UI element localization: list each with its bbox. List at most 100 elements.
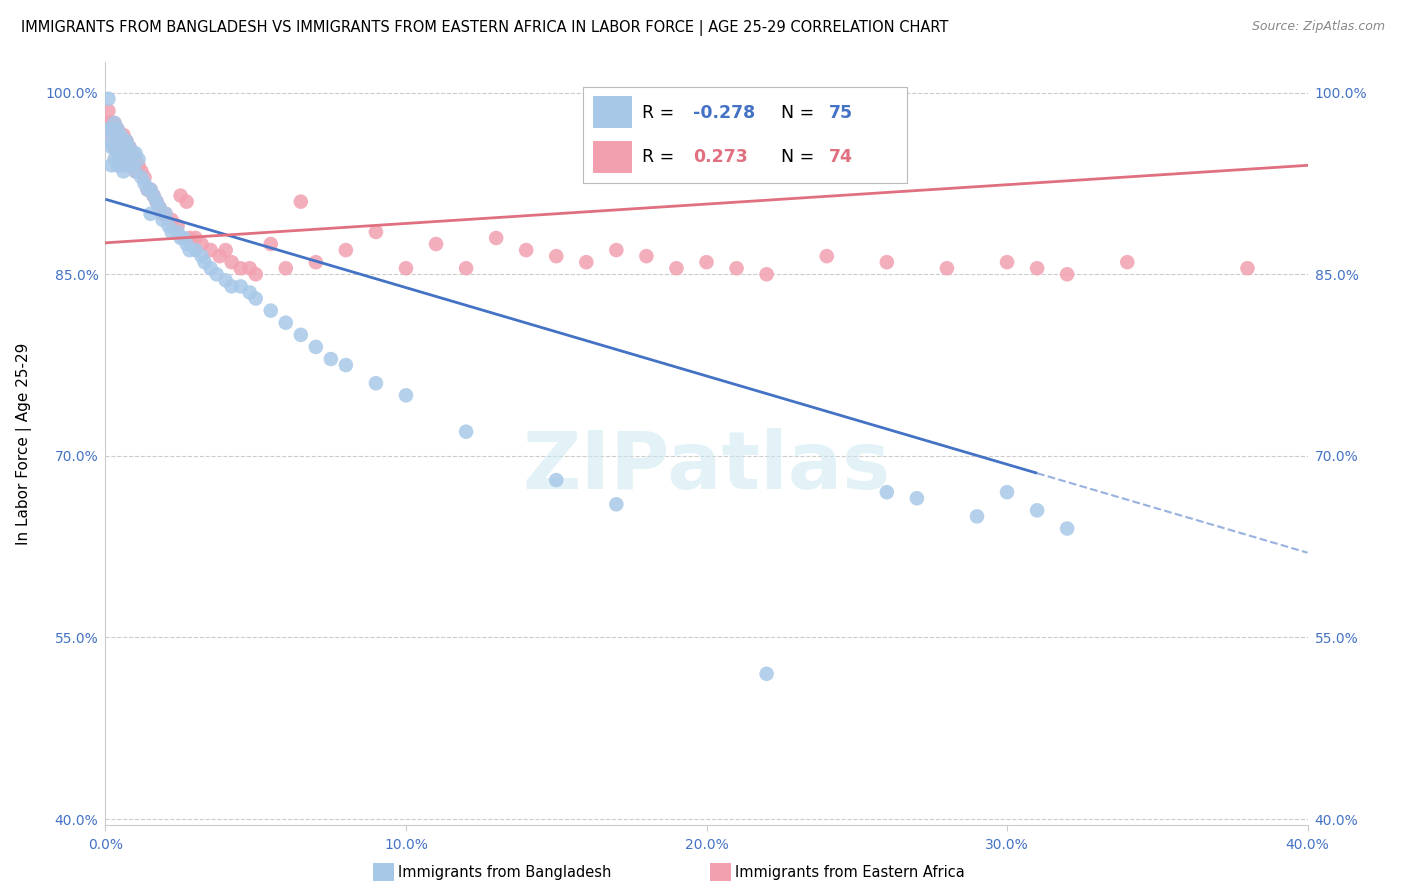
Point <box>107 122 129 136</box>
Point <box>335 358 357 372</box>
Point <box>166 225 188 239</box>
Point <box>335 243 357 257</box>
Point <box>155 207 177 221</box>
Point <box>112 164 135 178</box>
Point <box>118 140 141 154</box>
Point <box>169 188 191 202</box>
Point <box>118 140 141 154</box>
Point <box>139 207 162 221</box>
Point <box>239 285 262 300</box>
Point <box>118 158 141 172</box>
Point <box>110 153 132 167</box>
Point <box>454 425 477 439</box>
Text: Source: ZipAtlas.com: Source: ZipAtlas.com <box>1251 20 1385 33</box>
Point <box>134 177 156 191</box>
Point <box>136 182 159 196</box>
Text: Immigrants from Bangladesh: Immigrants from Bangladesh <box>398 865 612 880</box>
Point <box>112 158 135 172</box>
Point <box>134 170 156 185</box>
Bar <box>593 96 633 128</box>
Point <box>103 153 125 167</box>
Point <box>1116 255 1139 269</box>
Point <box>121 146 143 161</box>
Point <box>575 255 598 269</box>
Point <box>112 140 135 154</box>
Point <box>107 122 129 136</box>
Text: 74: 74 <box>830 148 853 166</box>
Point <box>107 158 129 172</box>
Point <box>995 485 1018 500</box>
Point <box>100 116 122 130</box>
Point <box>110 140 132 154</box>
Point <box>97 116 120 130</box>
Text: R =: R = <box>641 148 685 166</box>
Point <box>100 140 122 154</box>
Point <box>107 134 129 148</box>
Point <box>179 231 201 245</box>
Y-axis label: In Labor Force | Age 25-29: In Labor Force | Age 25-29 <box>15 343 32 545</box>
Point <box>145 194 167 209</box>
Point <box>112 128 135 142</box>
Point <box>200 261 222 276</box>
Point <box>103 116 125 130</box>
Point <box>115 134 138 148</box>
Point <box>1056 521 1078 535</box>
Text: IMMIGRANTS FROM BANGLADESH VS IMMIGRANTS FROM EASTERN AFRICA IN LABOR FORCE | AG: IMMIGRANTS FROM BANGLADESH VS IMMIGRANTS… <box>21 20 949 36</box>
Point <box>112 134 135 148</box>
Point <box>194 255 217 269</box>
Point <box>395 388 418 402</box>
Point <box>221 279 243 293</box>
Point <box>110 153 132 167</box>
Text: 0.273: 0.273 <box>693 148 748 166</box>
Point <box>755 268 778 282</box>
Point <box>128 153 150 167</box>
Point <box>142 188 165 202</box>
Point <box>103 116 125 130</box>
Point <box>995 255 1018 269</box>
Point <box>124 146 146 161</box>
Point <box>221 255 243 269</box>
Point <box>1026 503 1049 517</box>
Point <box>364 376 387 391</box>
Point <box>131 164 153 178</box>
Point <box>725 261 748 276</box>
Point <box>118 153 141 167</box>
Point <box>636 249 658 263</box>
Point <box>160 225 183 239</box>
Point <box>200 243 222 257</box>
Point <box>876 485 898 500</box>
Point <box>876 255 898 269</box>
Point <box>97 92 120 106</box>
Point <box>115 134 138 148</box>
Point <box>515 243 537 257</box>
Point <box>395 261 418 276</box>
Point <box>152 207 174 221</box>
Point <box>214 273 236 287</box>
Point <box>103 128 125 142</box>
Point <box>145 194 167 209</box>
Point <box>605 497 627 511</box>
Point <box>136 182 159 196</box>
Point <box>100 122 122 136</box>
Text: Immigrants from Eastern Africa: Immigrants from Eastern Africa <box>735 865 965 880</box>
Point <box>100 128 122 142</box>
Point <box>936 261 959 276</box>
Point <box>290 327 312 342</box>
Point <box>179 243 201 257</box>
Point <box>97 103 120 118</box>
Point <box>245 292 267 306</box>
Point <box>97 134 120 148</box>
Point <box>605 243 627 257</box>
Point <box>103 140 125 154</box>
Text: -0.278: -0.278 <box>693 103 755 121</box>
Point <box>274 261 297 276</box>
Point <box>110 128 132 142</box>
Point <box>166 219 188 233</box>
Point <box>229 279 252 293</box>
Point <box>155 207 177 221</box>
Point <box>245 268 267 282</box>
Text: R =: R = <box>641 103 679 121</box>
Point <box>152 212 174 227</box>
Point <box>176 194 198 209</box>
Point <box>696 255 718 269</box>
